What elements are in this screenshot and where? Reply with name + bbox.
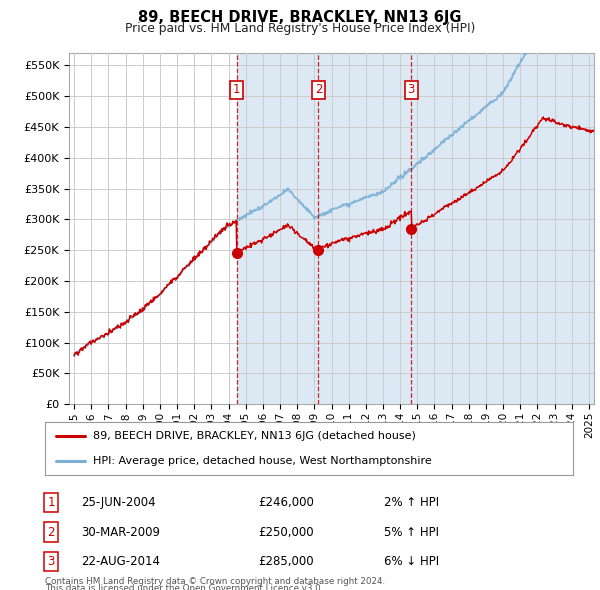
Bar — [237, 53, 319, 404]
Text: 1: 1 — [233, 83, 241, 96]
Text: Contains HM Land Registry data © Crown copyright and database right 2024.: Contains HM Land Registry data © Crown c… — [45, 577, 385, 586]
Text: 89, BEECH DRIVE, BRACKLEY, NN13 6JG: 89, BEECH DRIVE, BRACKLEY, NN13 6JG — [138, 10, 462, 25]
Text: Price paid vs. HM Land Registry's House Price Index (HPI): Price paid vs. HM Land Registry's House … — [125, 22, 475, 35]
Text: 2% ↑ HPI: 2% ↑ HPI — [384, 496, 439, 509]
Bar — [319, 53, 411, 404]
Bar — [411, 53, 594, 404]
Text: 3: 3 — [407, 83, 415, 96]
Text: 89, BEECH DRIVE, BRACKLEY, NN13 6JG (detached house): 89, BEECH DRIVE, BRACKLEY, NN13 6JG (det… — [92, 431, 415, 441]
Text: This data is licensed under the Open Government Licence v3.0.: This data is licensed under the Open Gov… — [45, 584, 323, 590]
Text: 5% ↑ HPI: 5% ↑ HPI — [384, 526, 439, 539]
Text: 22-AUG-2014: 22-AUG-2014 — [81, 555, 160, 568]
Text: HPI: Average price, detached house, West Northamptonshire: HPI: Average price, detached house, West… — [92, 455, 431, 466]
Text: 1: 1 — [47, 496, 55, 509]
Text: 2: 2 — [315, 83, 322, 96]
Text: 25-JUN-2004: 25-JUN-2004 — [81, 496, 155, 509]
Text: 2: 2 — [47, 526, 55, 539]
Text: £250,000: £250,000 — [258, 526, 314, 539]
Text: 30-MAR-2009: 30-MAR-2009 — [81, 526, 160, 539]
Text: 6% ↓ HPI: 6% ↓ HPI — [384, 555, 439, 568]
Text: £285,000: £285,000 — [258, 555, 314, 568]
Text: 3: 3 — [47, 555, 55, 568]
Text: £246,000: £246,000 — [258, 496, 314, 509]
